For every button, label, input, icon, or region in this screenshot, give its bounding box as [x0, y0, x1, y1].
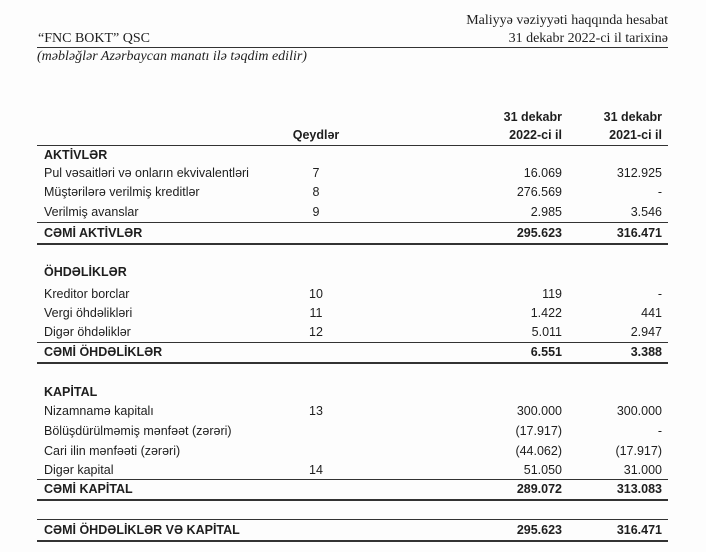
row-label: Vergi öhdəlikləri — [44, 306, 133, 320]
total-row-liabilities: CƏMİ ÖHDƏLİKLƏR 6.551 3.388 — [44, 343, 668, 361]
row-2022: 2.985 — [530, 205, 562, 219]
table-row: Kreditor borclar 10 119 - — [44, 285, 668, 303]
row-label: Digər kapital — [44, 463, 114, 477]
row-2021: 300.000 — [616, 404, 662, 418]
row-note: 8 — [312, 185, 320, 199]
total-label: CƏMİ KAPİTAL — [44, 482, 133, 496]
heading-text: ÖHDƏLİKLƏR — [44, 265, 127, 279]
column-header-line1: 31 dekabr 31 dekabr — [44, 108, 668, 126]
table-row: Cari ilin mənfəəti (zərəri) (44.062) (17.9… — [44, 442, 668, 460]
table-row: Müştərilərə verilmiş kreditlər 8 276.569 - — [44, 183, 668, 201]
row-2021: 3.546 — [630, 205, 662, 219]
company-name: “FNC BOKT” QSC — [38, 31, 151, 46]
row-label: Cari ilin mənfəəti (zərəri) — [44, 444, 181, 458]
row-2022: (17.917) — [515, 424, 562, 438]
total-2021: 316.471 — [616, 226, 662, 240]
row-2021: - — [657, 287, 662, 301]
total-2022: 6.551 — [530, 345, 562, 359]
row-note: 11 — [309, 306, 323, 320]
row-note: 9 — [312, 205, 320, 219]
divider — [37, 499, 668, 501]
total-2022: 289.072 — [516, 482, 562, 496]
table-row: Vergi öhdəlikləri 11 1.422 441 — [44, 304, 668, 322]
table-row: Nizamnamə kapitalı 13 300.000 300.000 — [44, 402, 668, 420]
total-label: CƏMİ ÖHDƏLİKLƏR VƏ KAPİTAL — [44, 523, 240, 537]
total-2021: 313.083 — [616, 482, 662, 496]
total-label: CƏMİ AKTİVLƏR — [44, 226, 143, 240]
row-label: Müştərilərə verilmiş kreditlər — [44, 185, 200, 199]
section-heading-liabilities: ÖHDƏLİKLƏR — [44, 263, 668, 281]
row-2021: 312.925 — [616, 166, 662, 180]
row-2021: (17.917) — [615, 444, 662, 458]
col-2022-line2: 2022-ci il — [509, 128, 562, 142]
row-2022: 119 — [542, 287, 562, 301]
row-label: Kreditor borclar — [44, 287, 130, 301]
row-2021: 441 — [641, 306, 662, 320]
col-2021-line2: 2021-ci il — [609, 128, 662, 142]
row-label: Verilmiş avanslar — [44, 205, 139, 219]
row-label: Digər öhdəliklər — [44, 325, 131, 339]
section-heading-equity: KAPİTAL — [44, 383, 668, 401]
divider — [37, 342, 668, 343]
currency-note: (məbləğlər Azərbaycan manatı ilə təqdim … — [37, 49, 307, 64]
total-row-assets: CƏMİ AKTİVLƏR 295.623 316.471 — [44, 224, 668, 242]
grand-total-row: CƏMİ ÖHDƏLİKLƏR VƏ KAPİTAL 295.623 316.471 — [44, 521, 668, 539]
divider — [37, 540, 668, 542]
col-notes: Qeydlər — [292, 128, 340, 142]
divider — [37, 519, 668, 520]
header-rule — [37, 47, 668, 48]
row-2022: 51.050 — [523, 463, 562, 477]
table-row: Verilmiş avanslar 9 2.985 3.546 — [44, 203, 668, 221]
table-row: Digər öhdəliklər 12 5.011 2.947 — [44, 323, 668, 341]
row-2021: 2.947 — [630, 325, 662, 339]
divider — [37, 222, 668, 223]
total-2021: 316.471 — [616, 523, 662, 537]
report-date: 31 dekabr 2022-ci il tarixinə — [508, 31, 668, 46]
total-2022: 295.623 — [516, 523, 562, 537]
table-row: Pul vəsaitləri və onların ekvivalentləri… — [44, 164, 668, 182]
row-note: 12 — [309, 325, 323, 339]
section-heading-assets: AKTİVLƏR — [44, 146, 668, 164]
col-2021-line1: 31 dekabr — [603, 110, 662, 124]
divider — [37, 243, 668, 245]
row-note: 14 — [309, 463, 323, 477]
row-label: Bölüşdürülməmiş mənfəət (zərəri) — [44, 424, 232, 438]
row-note: 7 — [312, 166, 320, 180]
header-divider — [37, 145, 668, 146]
row-note: 13 — [309, 404, 323, 418]
row-2021: 31.000 — [623, 463, 662, 477]
col-2022-line1: 31 dekabr — [503, 110, 562, 124]
row-2022: 300.000 — [516, 404, 562, 418]
divider — [37, 479, 668, 480]
total-2021: 3.388 — [630, 345, 662, 359]
row-2022: 1.422 — [530, 306, 562, 320]
row-2022: 276.569 — [516, 185, 562, 199]
heading-text: AKTİVLƏR — [44, 148, 108, 162]
row-label: Nizamnamə kapitalı — [44, 404, 154, 418]
row-2021: - — [657, 424, 662, 438]
report-title: Maliyyə vəziyyəti haqqında hesabat — [466, 13, 668, 28]
total-row-equity: CƏMİ KAPİTAL 289.072 313.083 — [44, 480, 668, 498]
column-header-line2: Qeydlər 2022-ci il 2021-ci il — [44, 126, 668, 144]
total-label: CƏMİ ÖHDƏLİKLƏR — [44, 345, 163, 359]
row-2022: (44.062) — [515, 444, 562, 458]
total-2022: 295.623 — [516, 226, 562, 240]
row-2022: 16.069 — [523, 166, 562, 180]
row-2022: 5.011 — [531, 325, 562, 339]
row-label: Pul vəsaitləri və onların ekvivalentləri — [44, 166, 249, 180]
table-row: Digər kapital 14 51.050 31.000 — [44, 461, 668, 479]
divider — [37, 362, 668, 364]
row-note: 10 — [309, 287, 323, 301]
heading-text: KAPİTAL — [44, 385, 98, 399]
table-row: Bölüşdürülməmiş mənfəət (zərəri) (17.917)… — [44, 422, 668, 440]
row-2021: - — [657, 185, 662, 199]
